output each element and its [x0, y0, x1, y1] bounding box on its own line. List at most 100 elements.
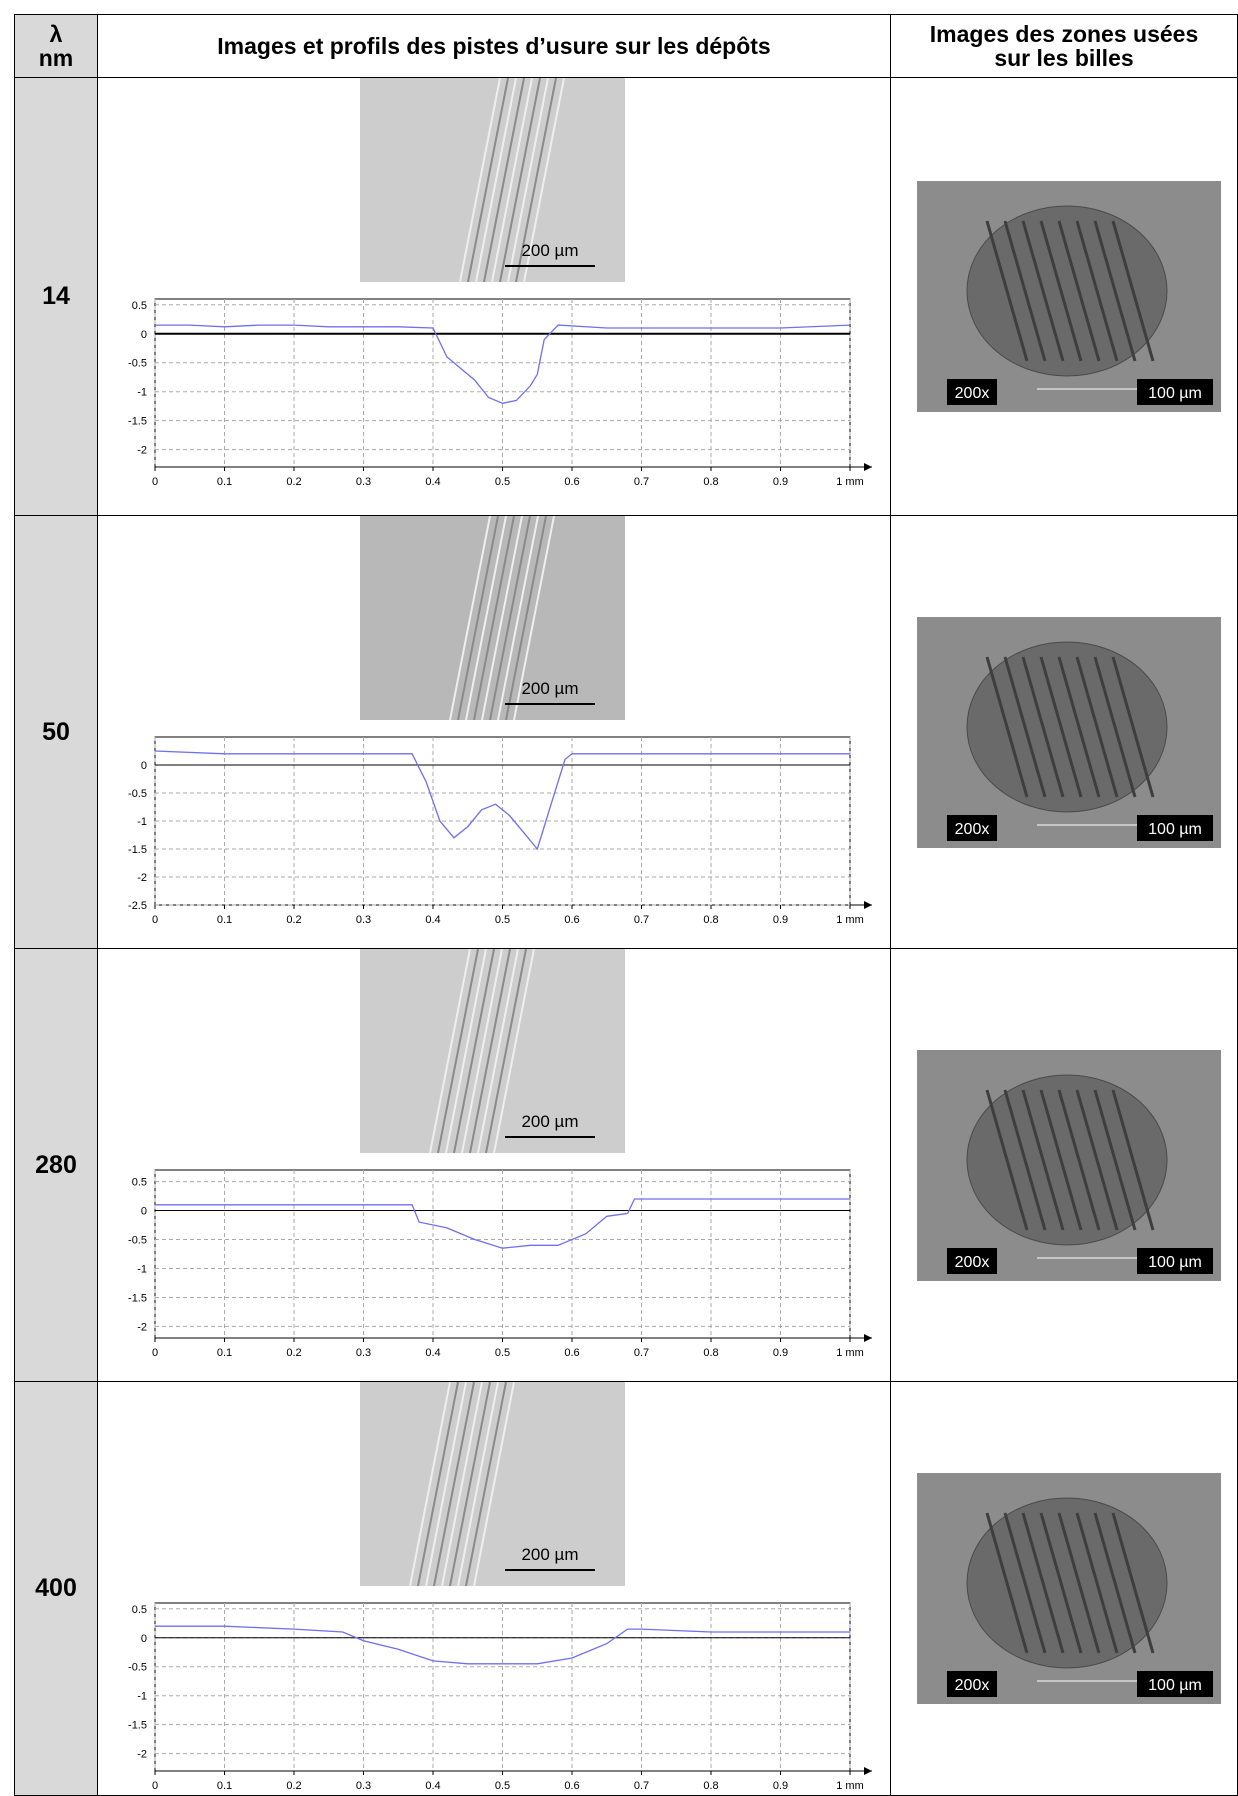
mag-text: 200x	[955, 1677, 990, 1694]
wear-stripe	[505, 516, 547, 720]
x-tick-label: 0.8	[703, 1780, 718, 1792]
mag-box	[947, 379, 997, 405]
x-tick-label: 0.1	[217, 914, 232, 926]
micrograph-bg	[360, 78, 625, 282]
scale-box	[1137, 1671, 1213, 1697]
scar-groove	[985, 1512, 1029, 1654]
wear-stripe	[485, 949, 527, 1153]
y-tick-label: 0.5	[132, 300, 147, 312]
track-micrograph: 200 µm	[360, 949, 625, 1153]
x-tick-label: 0.7	[634, 914, 649, 926]
profile-line	[154, 750, 850, 851]
x-tick-label: 0.4	[425, 1347, 440, 1359]
x-tick-label: 0	[152, 1780, 158, 1792]
x-tick-label: 0.1	[217, 1347, 232, 1359]
ball-sem-image: 200x 100 µm	[917, 1473, 1221, 1704]
scar-groove	[1057, 220, 1101, 362]
wear-stripe	[515, 78, 557, 282]
x-tick-label: 0.5	[495, 476, 510, 488]
x-tick-label: 1 mm	[836, 914, 864, 926]
header-text: λ	[49, 20, 63, 47]
scar-groove	[1057, 1089, 1101, 1230]
wear-stripe	[429, 949, 471, 1153]
wear-stripe	[457, 516, 499, 720]
y-tick-label: 0	[141, 760, 147, 772]
x-tick-label: 0.1	[217, 1780, 232, 1792]
profile-line	[155, 1198, 850, 1249]
wear-scar	[966, 205, 1168, 377]
wear-stripe	[489, 516, 531, 720]
y-tick-label: -2	[137, 872, 147, 884]
y-tick-label: -0.5	[128, 358, 147, 370]
track-micrograph: 200 µm	[360, 1382, 625, 1586]
wear-stripe	[461, 949, 503, 1153]
scar-groove	[1093, 656, 1137, 797]
scar-groove	[1111, 1512, 1155, 1654]
wear-stripe	[473, 516, 515, 720]
header-text: Images des zones usées	[929, 20, 1199, 47]
lambda-cell: 14	[14, 77, 98, 516]
scar-groove	[1075, 220, 1119, 362]
x-tick-label: 0.9	[773, 1347, 788, 1359]
wear-stripe	[465, 1382, 507, 1586]
scar-groove	[1111, 656, 1155, 797]
x-tick-label: 0.4	[425, 1780, 440, 1792]
wear-stripe	[417, 1382, 459, 1586]
scar-groove	[1021, 220, 1065, 362]
x-tick-label: 0.7	[634, 1780, 649, 1792]
y-tick-label: -1.5	[128, 1720, 147, 1732]
track-micrograph: 200 µm	[360, 516, 625, 720]
y-tick-label: -2	[137, 1321, 147, 1333]
scar-groove	[985, 1089, 1029, 1230]
scale-box	[1137, 814, 1213, 841]
arrow-head	[864, 1767, 872, 1775]
ball-sem-image: 200x 100 µm	[917, 181, 1221, 412]
wear-stripe	[449, 516, 491, 720]
sem-scale-text: 100 µm	[1148, 1254, 1202, 1271]
wear-stripe	[483, 78, 525, 282]
y-tick-label: -2	[137, 1749, 147, 1761]
scar-groove	[1021, 1512, 1065, 1654]
wear-stripe	[441, 1382, 483, 1586]
header-text: sur les billes	[994, 45, 1134, 71]
wear-stripe	[473, 1382, 515, 1586]
x-tick-label: 0.8	[703, 914, 718, 926]
mag-text: 200x	[955, 821, 990, 838]
lambda-value: 50	[42, 717, 70, 746]
x-tick-label: 1 mm	[836, 1347, 864, 1359]
wear-stripe	[475, 78, 517, 282]
scar-groove	[1093, 1512, 1137, 1654]
ball-sem-image: 200x 100 µm	[917, 1049, 1221, 1281]
scar-groove	[1075, 1089, 1119, 1230]
x-tick-label: 0.3	[356, 1347, 371, 1359]
scar-groove	[1093, 1089, 1137, 1230]
lambda-cell: 400	[14, 1381, 98, 1796]
micrograph-bg	[360, 1382, 625, 1586]
wear-stripe	[523, 78, 565, 282]
x-tick-label: 0.2	[286, 1780, 301, 1792]
sem-scale-text: 100 µm	[1148, 821, 1202, 838]
lambda-value: 14	[42, 282, 70, 310]
x-tick-label: 0	[152, 914, 158, 926]
mag-box	[947, 1247, 997, 1274]
scale-text: 200 µm	[521, 241, 578, 260]
y-tick-label: 0.5	[132, 1177, 147, 1189]
scale-box	[1137, 1247, 1213, 1274]
x-tick-label: 0.6	[564, 476, 579, 488]
wear-stripe	[425, 1382, 467, 1586]
wear-stripe	[469, 949, 511, 1153]
x-tick-label: 0.6	[564, 914, 579, 926]
header-balls: Images des zones usées sur les billes	[890, 14, 1238, 78]
wear-stripe	[481, 516, 523, 720]
mag-box	[947, 1671, 997, 1697]
scale-text: 200 µm	[521, 1545, 578, 1564]
y-tick-label: -1.5	[128, 1292, 147, 1304]
wear-stripe	[467, 78, 509, 282]
y-tick-label: -1	[137, 816, 147, 828]
wear-stripe	[513, 516, 555, 720]
scar-groove	[1021, 1089, 1065, 1230]
y-tick-label: -2	[137, 445, 147, 457]
wear-stripe	[491, 78, 533, 282]
sem-scale-text: 100 µm	[1148, 1677, 1202, 1694]
y-tick-label: -1	[137, 1263, 147, 1275]
